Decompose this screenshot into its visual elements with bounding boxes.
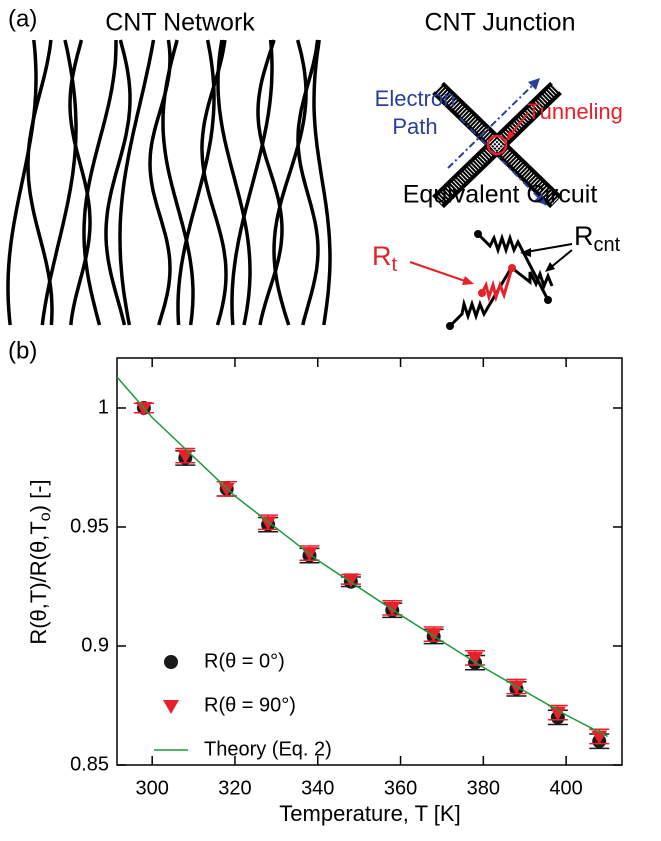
nanotube xyxy=(104,39,132,326)
y-axis-label: R(θ,T)/R(θ,To) [-] xyxy=(26,479,54,644)
plot-frame xyxy=(116,357,623,766)
legend-label: Theory (Eq. 2) xyxy=(204,738,332,760)
legend-swatch xyxy=(163,700,179,714)
label-arrow xyxy=(525,243,573,253)
nanotube xyxy=(230,39,274,326)
rcnt-main: R xyxy=(574,221,594,251)
rt-sub: t xyxy=(392,254,398,276)
nanotube xyxy=(82,40,118,326)
legend-label: R(θ = 0°) xyxy=(204,650,285,672)
panel-a: (a) CNT Network CNT Junction Electron Pa… xyxy=(6,5,623,330)
data-point xyxy=(218,482,235,497)
arrow-head xyxy=(534,193,546,205)
nanotube xyxy=(40,39,78,326)
resistor xyxy=(511,266,554,291)
junction-title: CNT Junction xyxy=(425,9,576,37)
theory-line xyxy=(116,376,608,738)
panel-b: (b) Temperature, T [K] R(θ,T)/R(θ,To) [-… xyxy=(8,337,623,826)
tunnel-resistor xyxy=(480,267,514,303)
nanotube xyxy=(256,39,284,326)
electron-label: Electron xyxy=(375,86,456,111)
tunneling-label: Tunneling xyxy=(527,99,623,124)
rcnt-sub: cnt xyxy=(594,234,621,256)
legend-swatch xyxy=(164,655,178,669)
tube-texture xyxy=(434,84,560,206)
y-tick-label: 1 xyxy=(98,396,109,418)
rt-main: R xyxy=(372,241,392,271)
data-point xyxy=(467,651,484,666)
node xyxy=(544,296,552,304)
network-title: CNT Network xyxy=(105,9,255,37)
y-label-end: ) [-] xyxy=(26,479,51,512)
y-label-sub: o xyxy=(37,512,54,521)
node xyxy=(446,322,454,330)
data-point xyxy=(425,628,442,643)
rcnt-label: Rcnt xyxy=(574,221,621,256)
cnt-network xyxy=(6,39,332,326)
circuit-title: Equivalent Circuit xyxy=(403,181,598,209)
y-label-main: R(θ,T)/R(θ,T xyxy=(26,521,51,644)
path-label: Path xyxy=(392,114,437,139)
nanotube xyxy=(161,39,195,326)
node xyxy=(474,230,482,238)
circuit xyxy=(409,230,573,330)
y-tick-label: 0.95 xyxy=(70,515,109,537)
x-axis-label: Temperature, T [K] xyxy=(279,801,460,826)
nanotube xyxy=(296,39,320,326)
node xyxy=(508,264,516,272)
arrow-head xyxy=(545,262,555,272)
nanotube xyxy=(6,39,38,326)
arrow-head xyxy=(520,248,531,257)
panel-label: (a) xyxy=(8,5,37,32)
nanotube xyxy=(68,39,92,326)
data-point xyxy=(342,573,359,588)
tube-texture xyxy=(434,84,560,206)
x-tick-label: 300 xyxy=(135,777,168,799)
nanotube xyxy=(312,39,332,326)
x-tick-label: 400 xyxy=(549,777,582,799)
arrow-head xyxy=(462,276,474,285)
label-arrow xyxy=(549,249,573,269)
arrow-head xyxy=(506,130,515,141)
x-tick-label: 360 xyxy=(384,777,417,799)
nanotube xyxy=(216,39,252,326)
rt-label: Rt xyxy=(372,241,398,276)
arrow-head xyxy=(528,78,540,90)
x-tick-label: 380 xyxy=(467,777,500,799)
nanotube xyxy=(272,39,308,326)
y-tick-label: 0.85 xyxy=(70,753,109,775)
nanotube xyxy=(118,39,156,326)
junction xyxy=(432,77,562,209)
data-point xyxy=(549,706,566,721)
nanotube xyxy=(176,39,216,326)
nanotube xyxy=(200,39,228,326)
label-arrow xyxy=(409,261,469,283)
resistor xyxy=(448,269,512,328)
panel-label: (b) xyxy=(8,337,37,364)
y-tick-label: 0.9 xyxy=(81,634,109,656)
node xyxy=(478,289,486,297)
x-tick-label: 320 xyxy=(218,777,251,799)
data-point xyxy=(260,516,277,531)
path-arrow xyxy=(459,117,547,206)
resistor xyxy=(476,232,550,301)
x-tick-label: 340 xyxy=(301,777,334,799)
path-arrow xyxy=(447,77,541,169)
tunnel-site xyxy=(486,134,508,156)
legend-label: R(θ = 90°) xyxy=(204,694,296,716)
